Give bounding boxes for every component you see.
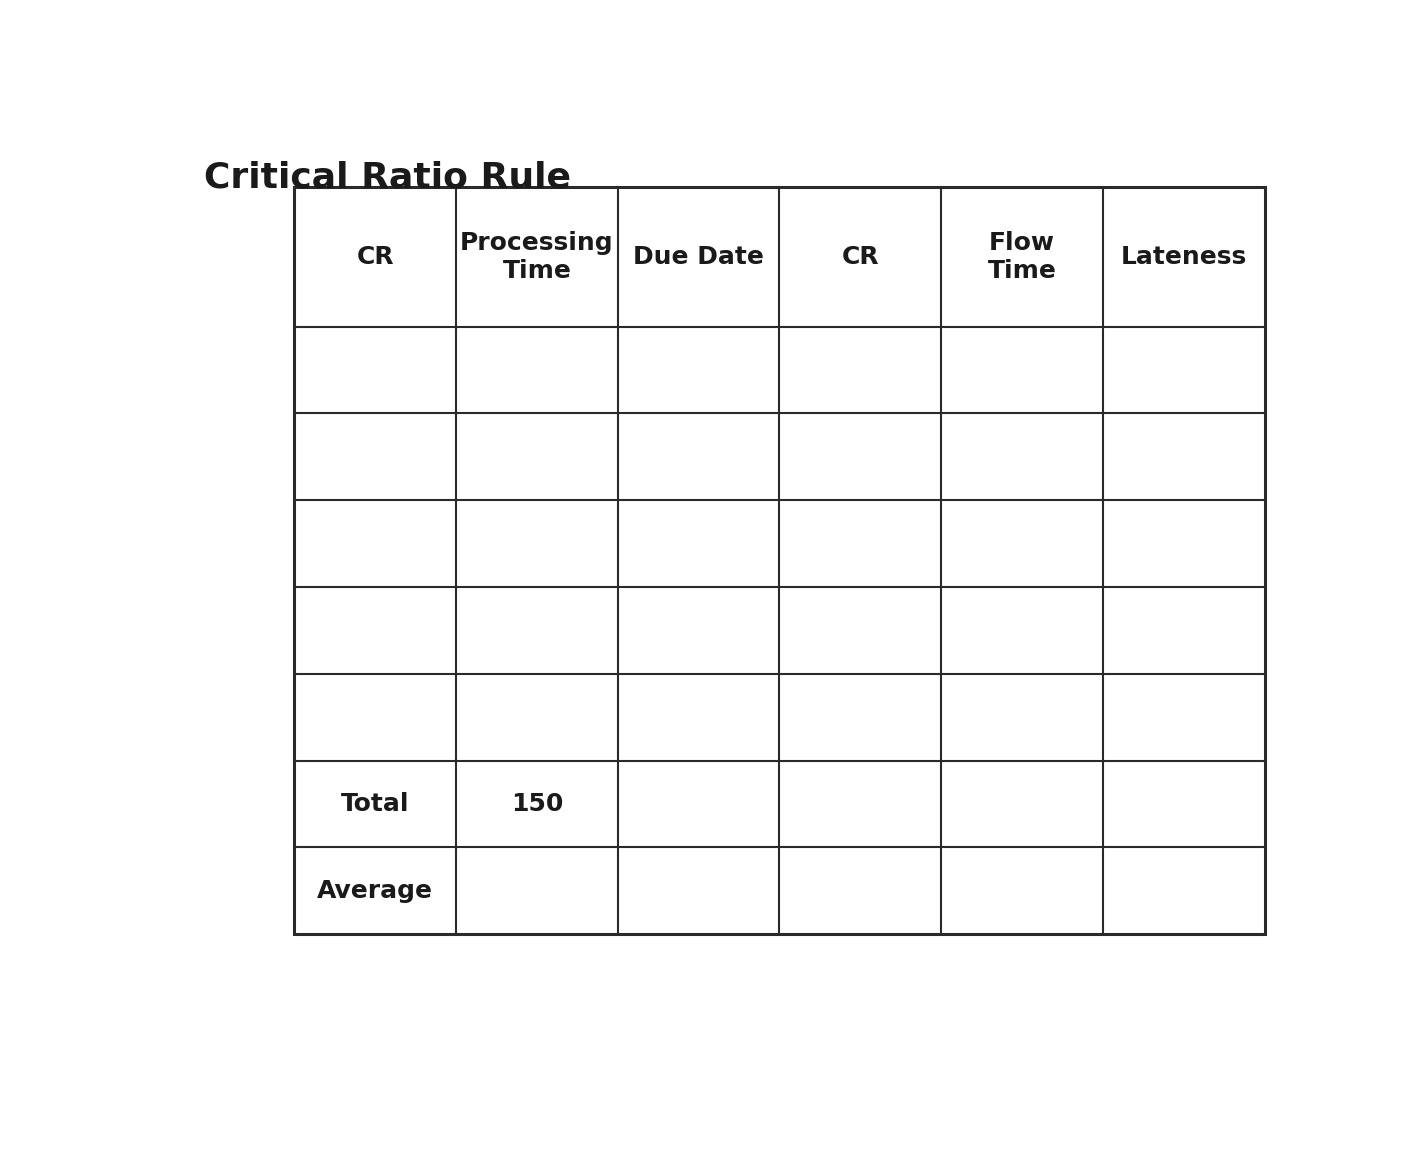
Text: 150: 150 (510, 792, 563, 815)
Text: Average: Average (317, 879, 433, 903)
Text: Lateness: Lateness (1121, 245, 1246, 269)
Text: Total: Total (341, 792, 409, 815)
Text: Processing
Time: Processing Time (460, 231, 613, 283)
Text: CR: CR (842, 245, 878, 269)
Text: Critical Ratio Rule: Critical Ratio Rule (203, 160, 571, 194)
Text: Due Date: Due Date (633, 245, 764, 269)
Text: CR: CR (357, 245, 393, 269)
Text: Flow
Time: Flow Time (987, 231, 1056, 283)
